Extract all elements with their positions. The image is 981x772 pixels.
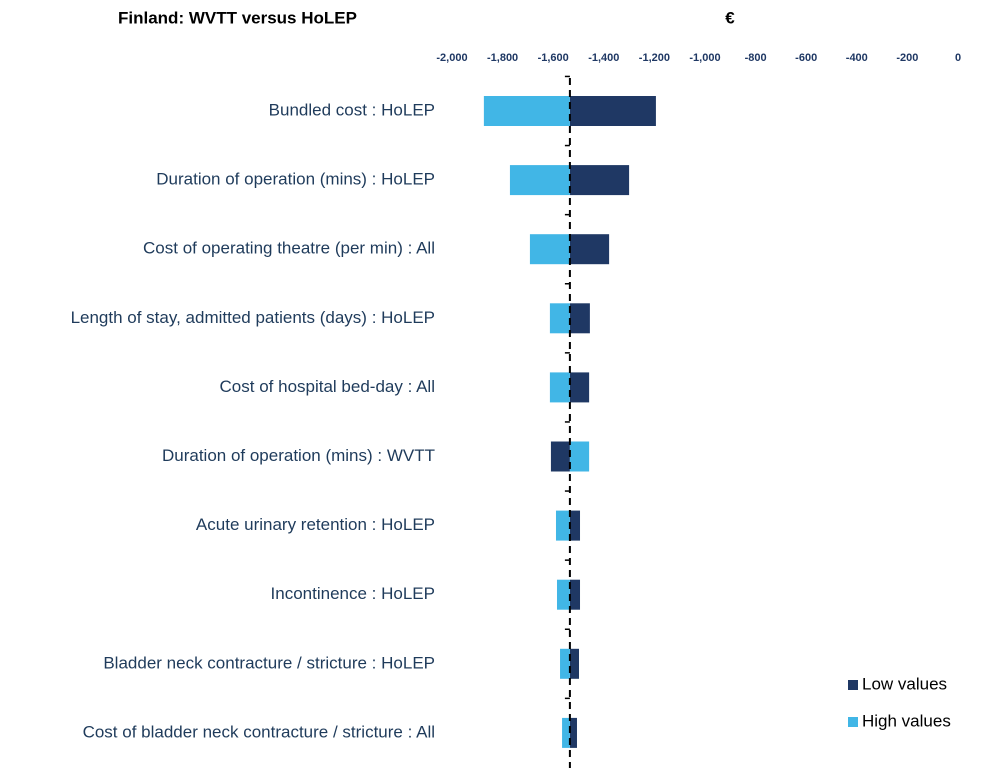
legend-label: High values <box>862 711 951 730</box>
bar <box>569 234 610 265</box>
x-tick-label: -1,400 <box>588 52 619 64</box>
bar <box>529 234 570 265</box>
x-tick-label: -400 <box>846 52 868 64</box>
bar <box>562 717 570 748</box>
bar <box>569 441 590 472</box>
x-tick-label: -200 <box>896 52 918 64</box>
bar <box>569 717 577 748</box>
y-tick-label: Cost of operating theatre (per min) : Al… <box>143 239 435 258</box>
y-tick-label: Incontinence : HoLEP <box>271 584 435 603</box>
bar <box>549 372 570 403</box>
y-tick-label: Cost of hospital bed-day : All <box>220 377 435 396</box>
axis-label: € <box>725 8 735 27</box>
y-tick-label: Bundled cost : HoLEP <box>269 100 435 119</box>
x-tick-label: -2,000 <box>436 52 467 64</box>
bar <box>560 648 570 679</box>
bar <box>509 165 570 196</box>
y-tick-label: Cost of bladder neck contracture / stric… <box>83 722 435 741</box>
bar <box>569 510 581 541</box>
bar <box>550 441 570 472</box>
x-tick-label: -1,800 <box>487 52 518 64</box>
bar <box>569 372 590 403</box>
bar <box>555 510 570 541</box>
x-tick-label: -1,600 <box>538 52 569 64</box>
x-tick-label: -1,000 <box>689 52 720 64</box>
legend-swatch <box>848 717 858 727</box>
y-tick-label: Bladder neck contracture / stricture : H… <box>103 653 435 672</box>
bar <box>569 96 656 126</box>
chart-title: Finland: WVTT versus HoLEP <box>118 8 357 27</box>
y-tick-label: Acute urinary retention : HoLEP <box>196 515 435 534</box>
legend-swatch <box>848 680 858 690</box>
bar <box>569 165 630 196</box>
x-tick-label: -600 <box>795 52 817 64</box>
bar <box>483 96 570 126</box>
x-tick-label: -800 <box>745 52 767 64</box>
y-tick-label: Duration of operation (mins) : HoLEP <box>156 170 435 189</box>
legend-label: Low values <box>862 674 947 693</box>
bar <box>549 303 570 334</box>
x-tick-label: -1,200 <box>639 52 670 64</box>
bar <box>556 579 570 610</box>
bar <box>569 303 590 334</box>
y-tick-label: Duration of operation (mins) : WVTT <box>162 446 435 465</box>
y-tick-label: Length of stay, admitted patients (days)… <box>71 308 435 327</box>
bar <box>569 648 580 679</box>
bar <box>569 579 581 610</box>
x-tick-label: 0 <box>955 52 961 64</box>
